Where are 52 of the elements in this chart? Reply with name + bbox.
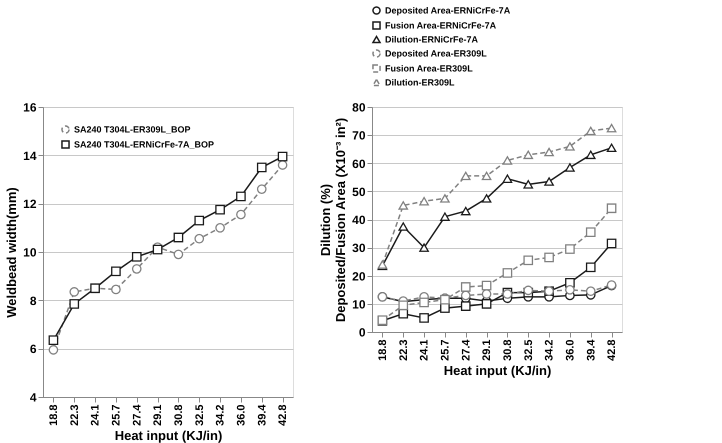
legend-label: Deposited Area-ER309L	[385, 48, 488, 58]
y-tick-label: 30	[352, 241, 366, 256]
x-tick-label: 42.8	[606, 340, 618, 361]
y-axis-title: Dilution (%) Deposited/Fusion Area (X10⁻³ in²)	[318, 118, 348, 322]
y-tick-label: 6	[30, 342, 37, 356]
y-tick-label: 10	[352, 297, 366, 312]
x-axis-title: Heat input (KJ/in)	[444, 362, 552, 378]
legend-label: Dilution-ER309L	[385, 78, 456, 88]
x-tick-label: 25.7	[439, 340, 452, 361]
x-tick-label: 36.0	[564, 340, 576, 361]
x-tick-label: 32.5	[194, 404, 206, 426]
x-tick-label: 22.3	[68, 404, 81, 426]
x-tick-label: 24.1	[90, 404, 102, 426]
y-tick-label: 20	[352, 269, 366, 284]
x-tick-label: 39.4	[256, 404, 268, 426]
x-tick-label: 30.8	[172, 404, 185, 426]
x-tick-label: 25.7	[110, 404, 122, 426]
y-tick-label: 60	[352, 156, 366, 171]
y-tick-label: 4	[30, 390, 37, 404]
x-tick-label: 42.8	[277, 404, 290, 426]
y-axis-title: Weldbead width(mm)	[4, 187, 20, 318]
legend-label: SA240 T304L-ERNiCrFe-7A_BOP	[74, 140, 214, 150]
x-tick-label: 39.4	[585, 338, 598, 361]
y-tick-label: 80	[352, 100, 366, 114]
y-tick-label: 40	[352, 213, 366, 227]
legend-label: SA240 T304L-ER309L_BOP	[74, 124, 191, 134]
x-tick-label: 22.3	[398, 340, 410, 361]
y-tick-label: 8	[30, 294, 37, 308]
x-tick-label: 29.1	[152, 404, 164, 426]
y-tick-label: 16	[23, 100, 37, 114]
x-tick-label: 29.1	[481, 340, 494, 361]
y-tick-label: 14	[23, 148, 37, 163]
x-tick-label: 27.4	[131, 404, 144, 426]
legend-label: Deposited Area-ERNiCrFe-7A	[385, 6, 511, 16]
x-tick-label: 34.2	[214, 404, 227, 426]
x-tick-label: 32.5	[522, 340, 535, 361]
x-tick-label: 24.1	[418, 340, 431, 361]
x-tick-label: 30.8	[502, 340, 514, 361]
legend-label: Dilution-ERNiCrFe-7A	[385, 34, 478, 44]
x-tick-label: 18.8	[48, 404, 60, 426]
x-tick-label: 27.4	[460, 338, 472, 361]
y-tick-label: 12	[23, 197, 37, 212]
y-tick-label: 10	[23, 246, 37, 260]
y-tick-label: 70	[352, 128, 366, 143]
x-tick-label: 36.0	[235, 404, 248, 426]
legend-label: Fusion Area-ERNiCrFe-7A	[385, 20, 497, 30]
y-tick-label: 0	[358, 326, 366, 340]
x-tick-label: 18.8	[376, 340, 389, 361]
legend-label: Fusion Area-ER309L	[385, 64, 474, 74]
x-tick-label: 34.2	[544, 340, 556, 361]
y-tick-label: 50	[352, 184, 366, 199]
x-axis-title: Heat input (KJ/in)	[114, 428, 222, 443]
